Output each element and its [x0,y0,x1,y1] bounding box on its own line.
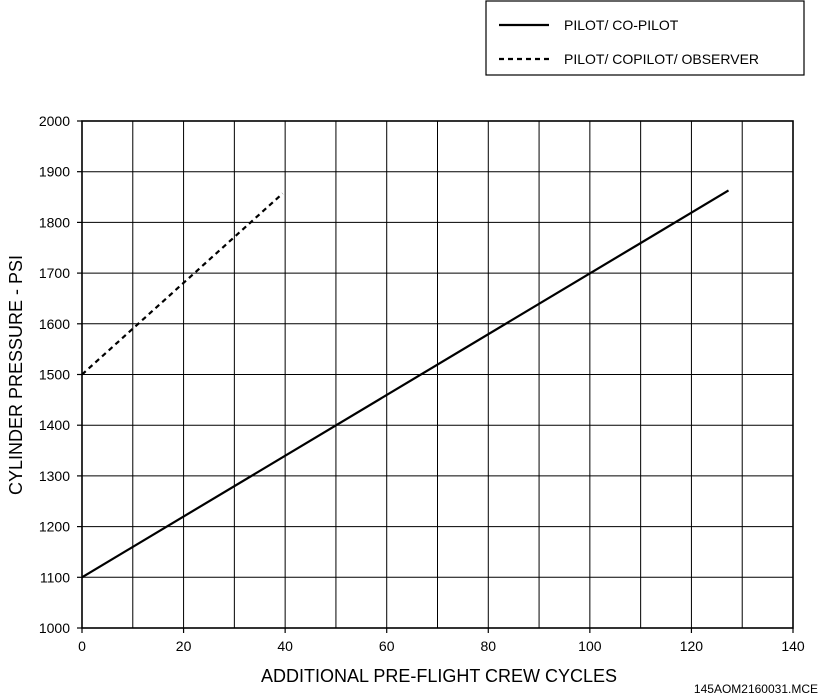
series-line-pilot-copilot [81,189,730,579]
grid [82,121,793,628]
x-tick-label: 0 [78,638,86,654]
y-tick-label: 1000 [39,620,70,636]
y-tick-label: 1900 [39,164,70,180]
x-tick-label: 60 [379,638,395,654]
y-tick-label: 1500 [39,367,70,383]
legend-box [485,0,805,76]
y-tick-label: 2000 [39,113,70,129]
y-tick-label: 1700 [39,265,70,281]
drawing-code: 145AOM2160031.MCE [694,682,818,696]
series-lines [81,189,730,579]
y-tick-label: 1300 [39,468,70,484]
x-tick-label: 80 [480,638,496,654]
y-axis-title: CYLINDER PRESSURE - PSI [6,255,26,495]
y-tick-label: 1600 [39,316,70,332]
x-tick-label: 40 [277,638,293,654]
series-line-pilot-copilot-observer [81,192,284,376]
y-tick-label: 1800 [39,214,70,230]
x-axis-ticks: 0 20 40 60 80 100 120 140 [78,628,805,654]
legend: PILOT/ CO-PILOT PILOT/ COPILOT/ OBSERVER [485,0,805,76]
x-tick-label: 140 [781,638,805,654]
x-axis-title: ADDITIONAL PRE-FLIGHT CREW CYCLES [261,666,617,686]
y-tick-label: 1100 [40,569,70,585]
y-tick-label: 1400 [39,417,70,433]
y-axis-ticks: 1000 1100 1200 1300 1400 1500 1600 1700 1800 1900… [39,113,82,636]
x-tick-label: 100 [578,638,602,654]
x-tick-label: 20 [176,638,192,654]
legend-label-pilot-copilot: PILOT/ CO-PILOT [564,17,679,33]
y-tick-label: 1200 [39,519,70,535]
legend-label-pilot-copilot-observer: PILOT/ COPILOT/ OBSERVER [564,51,759,67]
x-tick-label: 120 [680,638,704,654]
